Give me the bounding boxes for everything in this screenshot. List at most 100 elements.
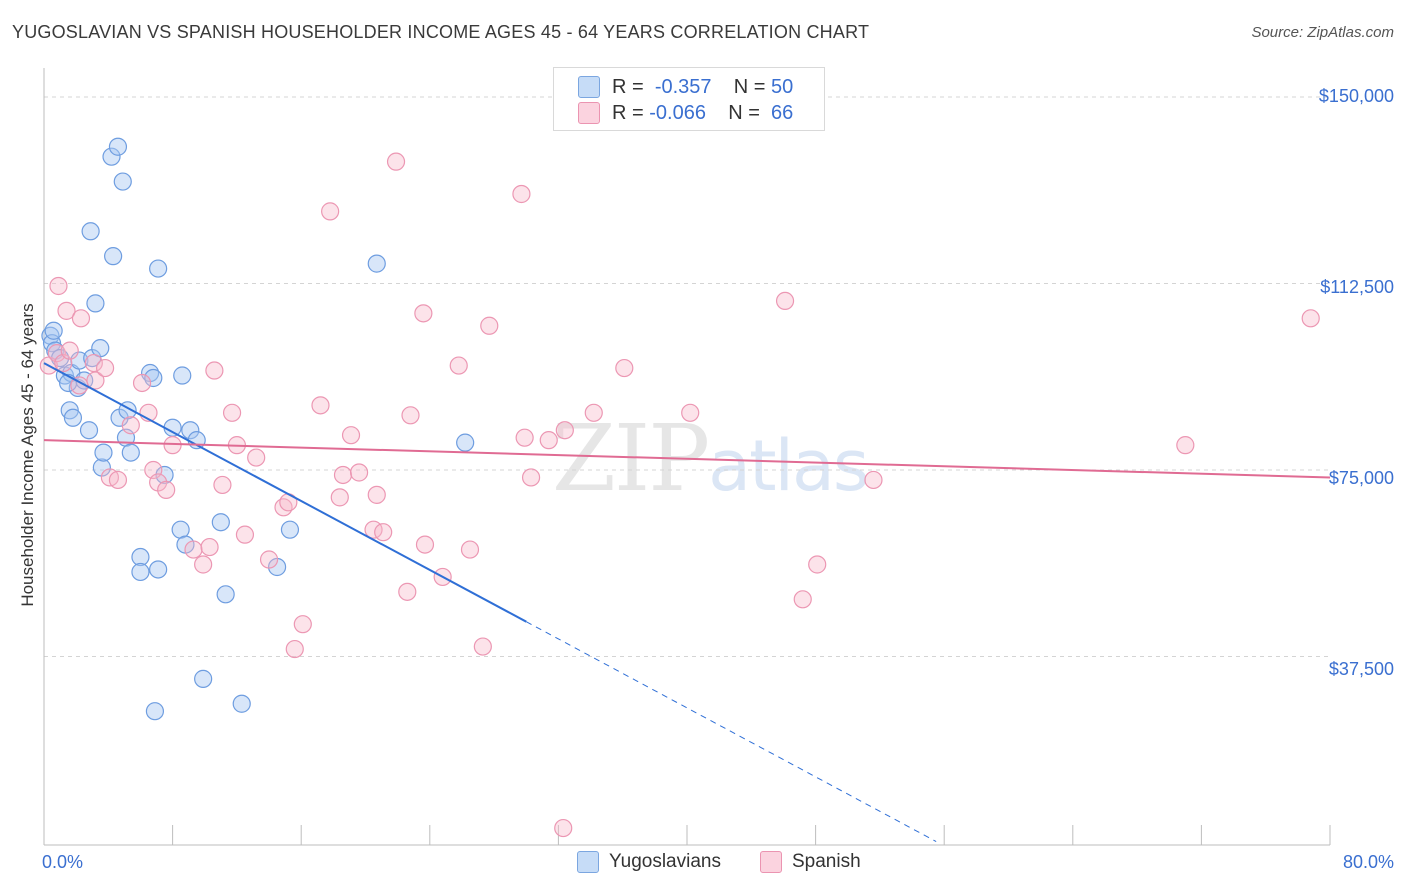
yugoslavian-point [113,172,132,191]
spanish-point [374,523,393,542]
spanish-point [57,301,76,320]
bottom-legend-yugoslavians: Yugoslavians [577,851,721,873]
spanish-point [1176,436,1195,455]
legend-n-value: 50 [771,75,794,98]
legend-swatch-spanish [578,102,600,124]
watermark: ZIPatlas [552,405,869,512]
spanish-point [415,535,435,554]
yugoslavian-point [149,560,168,579]
spanish-point [330,488,349,507]
spanish-point [95,358,115,378]
spanish-trendline [43,439,1331,479]
spanish-point [321,202,340,221]
spanish-point [615,358,634,378]
yugoslavian-point [232,694,251,713]
spanish-point [681,403,700,422]
spanish-point [808,555,827,574]
spanish-point [1301,309,1320,328]
spanish-point [247,448,266,467]
bottom-legend-label-yugoslavians: Yugoslavians [609,851,721,872]
spanish-point [293,615,312,634]
spanish-point [515,428,534,447]
spanish-point [274,498,293,517]
yugoslavian-point [79,421,99,440]
spanish-point [414,304,433,323]
spanish-point [71,309,91,328]
yugoslavian-trendline-extension [526,621,937,842]
legend-n-value: 66 [771,101,794,124]
yugoslavian-point [280,520,300,539]
yugoslavian-point [187,431,206,450]
yugoslavian-point [194,669,213,688]
spanish-point [200,537,219,557]
spanish-point [539,431,558,450]
yugoslavian-point [173,366,192,385]
spanish-point [205,361,224,380]
spanish-point [49,276,68,296]
spanish-point [793,590,812,609]
yugoslavian-point [181,421,200,440]
spanish-point [473,637,492,656]
yugoslavian-point [155,465,174,485]
spanish-point [132,373,152,393]
spanish-point [108,470,128,490]
spanish-point [349,463,369,482]
legend-swatch-yugoslavians [578,76,600,98]
correlation-legend: R = -0.357 N = 50 R = -0.066 N = 66 [553,67,825,131]
yugoslavian-point [44,321,63,340]
yugoslavian-point [131,547,150,567]
y-tick-label: $37,500 [1328,659,1394,679]
yugoslavian-trendline [43,362,527,623]
spanish-point [555,421,574,440]
yugoslavian-point [108,137,128,156]
spanish-point [163,436,182,455]
legend-row-spanish: R = -0.066 N = 66 [578,100,793,126]
spanish-point [480,316,499,335]
yugoslavian-point [63,408,83,427]
yugoslavian-point [367,254,386,273]
yugoslavian-point [131,562,150,582]
spanish-point [259,550,279,569]
legend-n-label: N = [728,101,760,124]
legend-n-label: N = [733,75,766,98]
spanish-point [86,371,105,390]
spanish-point [554,818,573,838]
spanish-point [235,525,255,544]
spanish-point [333,465,353,485]
spanish-point [285,639,304,659]
spanish-point [184,540,203,559]
spanish-point [584,403,603,422]
spanish-point [512,184,531,204]
chart-title: YUGOSLAVIAN VS SPANISH HOUSEHOLDER INCOM… [12,22,870,42]
spanish-point [521,468,541,487]
spanish-point [311,396,330,415]
spanish-point [775,291,795,311]
y-tick-label: $75,000 [1328,468,1394,488]
yugoslavian-point [149,259,168,278]
legend-row-yugoslavians: R = -0.357 N = 50 [578,74,793,100]
yugoslavian-point [145,702,165,721]
bottom-legend-spanish: Spanish [760,851,861,873]
spanish-point [401,406,420,425]
legend-r-label: R = [612,75,644,98]
legend-r-value: -0.066 [649,101,706,124]
spanish-point [60,341,79,360]
bottom-legend-swatch-yugoslavians [577,851,599,873]
yugoslavian-point [94,443,113,462]
legend-r-label: R = [612,101,644,124]
x-axis-min-label: 0.0% [42,852,84,872]
x-axis-max-label: 80.0% [1342,852,1394,872]
yugoslavian-point [86,294,105,313]
spanish-point [157,480,176,499]
yugoslavian-point [144,368,163,388]
yugoslavian-point [81,222,100,241]
yugoslavian-point [102,147,121,166]
y-tick-label: $112,500 [1320,277,1394,297]
spanish-point [864,470,883,490]
spanish-point [341,426,361,445]
y-axis-label: Householder Income Ages 45 - 64 years [18,303,37,607]
spanish-point [213,475,232,495]
spanish-point [194,555,213,574]
chart-source: Source: ZipAtlas.com [1251,24,1394,41]
